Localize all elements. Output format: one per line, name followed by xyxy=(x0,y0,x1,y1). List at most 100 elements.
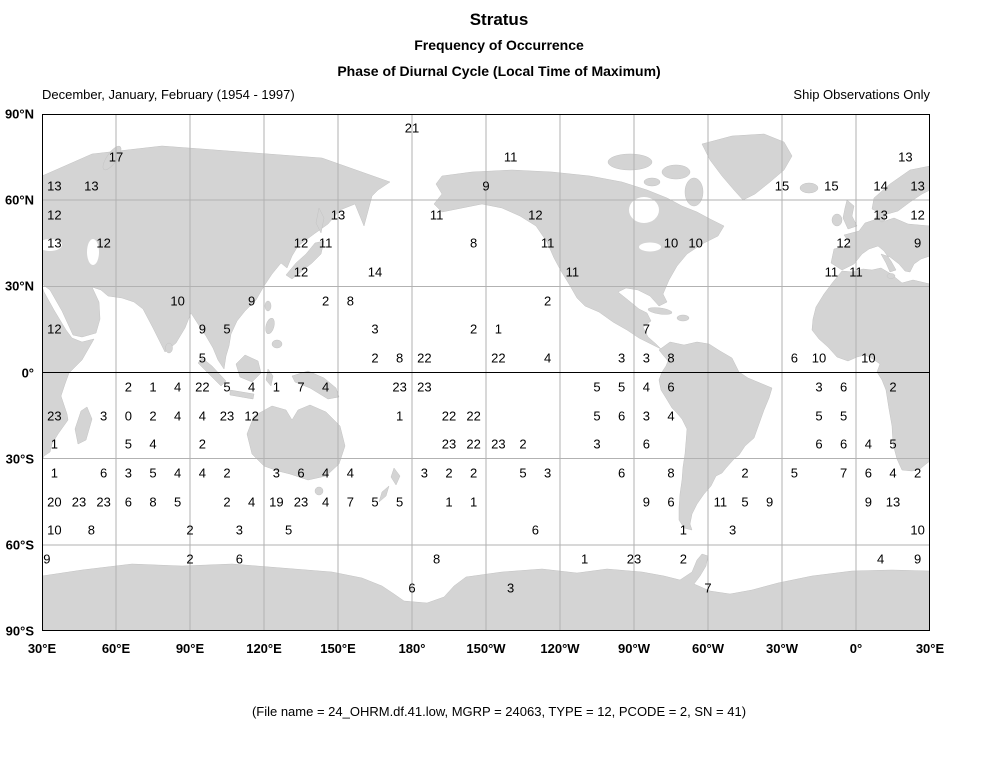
grid-value: 5 xyxy=(840,408,848,424)
grid-value: 12 xyxy=(293,235,309,251)
grid-value: 2 xyxy=(914,465,922,481)
grid-value: 1 xyxy=(50,436,58,452)
x-axis-tick-label: 120°E xyxy=(246,641,282,656)
continent-north-america xyxy=(433,169,725,350)
grid-value: 1 xyxy=(149,379,157,395)
x-axis-tick-label: 90°E xyxy=(175,641,205,656)
grid-value: 2 xyxy=(889,379,897,395)
grid-value: 8 xyxy=(396,350,404,366)
grid-value: 12 xyxy=(47,207,62,223)
grid-value: 6 xyxy=(815,436,823,452)
grid-value: 5 xyxy=(593,408,601,424)
region-denmark xyxy=(878,211,886,223)
x-axis-tick-label: 180° xyxy=(398,641,426,656)
grid-value: 10 xyxy=(170,293,185,309)
grid-value: 4 xyxy=(322,379,330,395)
x-axis-tick-label: 30°W xyxy=(766,641,798,656)
island-greenland xyxy=(701,133,793,201)
arctic-island xyxy=(643,177,661,187)
grid-value: 5 xyxy=(198,350,206,366)
grid-value: 8 xyxy=(433,551,441,567)
grid-value: 5 xyxy=(519,465,527,481)
grid-value: 2 xyxy=(371,350,379,366)
y-axis-tick-label: 60°N xyxy=(4,192,34,208)
arctic-island xyxy=(661,164,691,180)
grid-value: 3 xyxy=(272,465,280,481)
x-axis-tick-label: 60°W xyxy=(692,641,724,656)
island-new-guinea xyxy=(291,370,340,400)
grid-value: 2 xyxy=(223,494,231,510)
grid-value: 8 xyxy=(667,465,675,481)
grid-value: 21 xyxy=(404,120,420,136)
grid-value: 9 xyxy=(766,494,774,510)
grid-value: 9 xyxy=(914,235,922,251)
world-map-svg xyxy=(42,114,930,631)
grid-value: 7 xyxy=(704,580,712,596)
grid-value: 20 xyxy=(47,494,62,510)
grid-value: 2 xyxy=(186,522,194,538)
grid-value: 9 xyxy=(248,293,256,309)
grid-value: 8 xyxy=(470,235,478,251)
x-axis-tick-label: 120°W xyxy=(540,641,580,656)
x-axis-tick-label: 0° xyxy=(849,641,863,656)
period-label: December, January, February (1954 - 1997… xyxy=(42,87,295,102)
grid-value: 11 xyxy=(318,235,333,251)
grid-value: 12 xyxy=(293,264,309,280)
y-axis: 90°N 60°N 30°N 0° 30°S 60°S 90°S xyxy=(0,107,37,639)
x-axis-tick-label: 150°W xyxy=(466,641,506,656)
grid-value: 8 xyxy=(346,293,354,309)
grid-lines xyxy=(42,114,930,631)
grid-value: 3 xyxy=(642,408,650,424)
x-axis-tick-label: 60°E xyxy=(101,641,131,656)
grid-value: 22 xyxy=(466,436,481,452)
grid-value: 12 xyxy=(96,235,111,251)
x-axis-tick-label: 90°W xyxy=(618,641,650,656)
island-tasmania xyxy=(314,486,324,496)
grid-value: 23 xyxy=(417,379,432,395)
subtitle-phase: Phase of Diurnal Cycle (Local Time of Ma… xyxy=(337,63,661,79)
grid-value: 22 xyxy=(466,408,481,424)
grid-value: 9 xyxy=(914,551,922,567)
continent-africa-west xyxy=(811,267,930,472)
grid-value: 14 xyxy=(873,178,888,194)
grid-value: 6 xyxy=(297,465,305,481)
island-luzon xyxy=(265,317,275,335)
grid-value: 3 xyxy=(729,522,737,538)
y-axis-tick-label: 60°S xyxy=(5,537,34,553)
grid-value: 14 xyxy=(367,264,383,280)
grid-value: 15 xyxy=(824,178,839,194)
grid-value: 2 xyxy=(124,379,132,395)
island-cuba xyxy=(647,307,673,315)
grid-value: 23 xyxy=(47,408,62,424)
island-ireland xyxy=(831,213,843,227)
grid-value: 7 xyxy=(840,465,848,481)
grid-value: 23 xyxy=(293,494,309,510)
grid-value: 4 xyxy=(174,465,182,481)
grid-value: 4 xyxy=(889,465,897,481)
grid-value: 5 xyxy=(223,321,231,337)
grid-value: 13 xyxy=(330,207,346,223)
continent-australia xyxy=(246,404,346,481)
grid-value: 4 xyxy=(864,436,872,452)
grid-value: 3 xyxy=(420,465,428,481)
grid-value: 6 xyxy=(642,436,650,452)
grid-value: 4 xyxy=(346,465,354,481)
grid-value: 3 xyxy=(507,580,515,596)
grid-value: 12 xyxy=(910,207,925,223)
grid-value: 5 xyxy=(223,379,231,395)
grid-value: 12 xyxy=(244,408,259,424)
y-axis-tick-label: 90°S xyxy=(5,623,34,639)
grid-value: 17 xyxy=(108,149,124,165)
grid-value: 4 xyxy=(198,408,206,424)
grid-value: 2 xyxy=(445,465,453,481)
continent-south-america xyxy=(658,341,773,531)
grid-value: 5 xyxy=(741,494,749,510)
grid-value: 1 xyxy=(396,408,404,424)
grid-value: 3 xyxy=(642,350,650,366)
island-sakhalin xyxy=(315,207,325,234)
arctic-island xyxy=(607,153,653,171)
grid-value: 9 xyxy=(43,551,51,567)
y-axis-tick-label: 30°N xyxy=(4,278,34,294)
grid-value: 6 xyxy=(840,436,848,452)
